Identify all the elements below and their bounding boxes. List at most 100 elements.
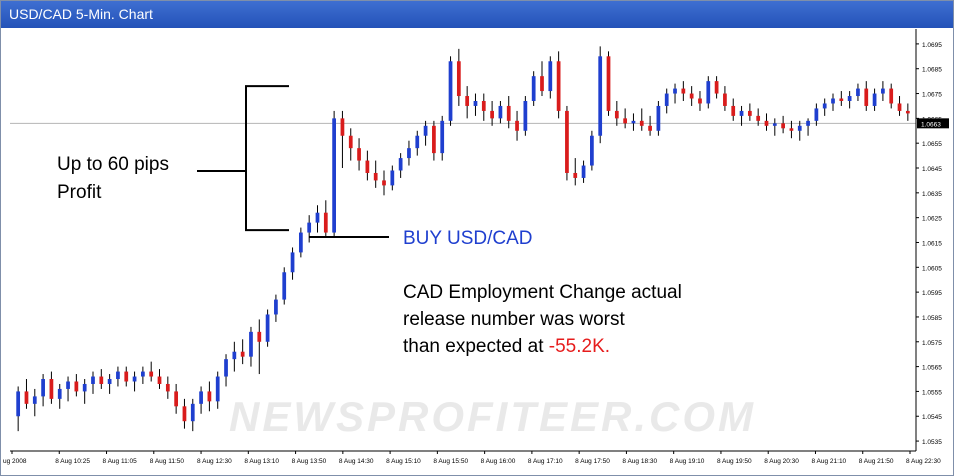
candle-body — [357, 148, 361, 161]
candle-body — [332, 118, 336, 233]
candle-body — [847, 96, 852, 101]
x-tick-label: 8 Aug 13:50 — [292, 458, 327, 465]
y-tick-label: 1.0685 — [922, 67, 942, 74]
candle-body — [831, 98, 835, 104]
x-tick-label: 8 Aug 18:30 — [622, 458, 657, 465]
release-note-line2: release number was worst — [403, 309, 625, 330]
profit-annotation-line2: Profit — [57, 182, 102, 203]
candle-body — [165, 383, 170, 392]
x-tick-label: 8 Aug 21:50 — [859, 458, 894, 465]
candle-body — [99, 376, 104, 384]
x-tick-label: 8 Aug 10:25 — [55, 458, 90, 465]
candle-body — [398, 158, 403, 171]
y-tick-label: 1.0535 — [922, 439, 942, 446]
candle-body — [889, 88, 894, 104]
candle-body — [348, 135, 353, 149]
candle-body — [41, 379, 45, 397]
candle-body — [897, 103, 902, 111]
candle-body — [415, 135, 420, 149]
x-tick-label: 8 Aug 19:50 — [717, 458, 752, 465]
candle-body — [199, 391, 203, 404]
x-tick-label: 8 Aug 19:10 — [670, 458, 705, 465]
candle-body — [124, 371, 129, 382]
x-tick-label: 8 Aug 11:05 — [103, 458, 138, 465]
candle-body — [323, 212, 328, 233]
candle-body — [590, 135, 594, 166]
x-tick-label: 8 Aug 20:30 — [764, 458, 799, 465]
candle-body — [107, 379, 112, 384]
candle-body — [473, 100, 478, 106]
candle-body — [814, 108, 819, 121]
candle-body — [282, 272, 287, 300]
candle-body — [573, 172, 578, 178]
x-tick-label: 8 Aug 22:30 — [906, 458, 941, 465]
candle-body — [506, 105, 511, 121]
x-tick-label: ug 2008 — [3, 458, 27, 465]
candle-body — [456, 61, 461, 97]
candle-body — [116, 371, 120, 380]
candle-body — [298, 232, 303, 253]
y-tick-label: 1.0675 — [922, 92, 942, 99]
x-tick-label: 8 Aug 16:00 — [481, 458, 516, 465]
y-tick-label: 1.0605 — [922, 265, 942, 272]
candle-body — [157, 376, 162, 384]
x-tick-label: 8 Aug 14:30 — [339, 458, 374, 465]
candle-body — [382, 180, 386, 186]
candle-body — [365, 160, 370, 173]
candle-body — [307, 222, 312, 233]
candle-body — [623, 118, 628, 124]
candle-body — [32, 396, 37, 404]
candle-body — [806, 120, 810, 126]
y-tick-label: 1.0585 — [922, 315, 942, 322]
x-tick-label: 8 Aug 17:50 — [575, 458, 610, 465]
candle-body — [224, 359, 228, 377]
candle-body — [423, 125, 428, 136]
candle-body — [257, 331, 262, 342]
candle-body — [639, 120, 644, 126]
y-tick-label: 1.0635 — [922, 191, 942, 198]
y-tick-label: 1.0545 — [922, 414, 942, 421]
candle-body — [764, 120, 769, 126]
candle-body — [448, 61, 453, 121]
candle-body — [440, 120, 445, 154]
candle-body — [747, 110, 752, 116]
x-tick-label: 8 Aug 21:10 — [811, 458, 846, 465]
release-note-text: than expected at — [403, 336, 544, 357]
candle-body — [698, 98, 702, 104]
x-tick-label: 8 Aug 13:10 — [244, 458, 279, 465]
candle-body — [373, 172, 378, 181]
candle-body — [249, 331, 253, 357]
candle-body — [481, 100, 486, 111]
release-note-line1: CAD Employment Change actual — [403, 282, 682, 303]
candle-body — [490, 110, 494, 119]
candle-body — [49, 379, 54, 399]
candle-body — [723, 93, 727, 106]
candle-body — [91, 376, 95, 384]
candle-body — [66, 381, 70, 389]
candle-body — [656, 105, 661, 131]
candle-body — [149, 371, 154, 377]
candle-body — [872, 93, 877, 106]
candle-body — [523, 100, 528, 131]
candle-body — [673, 88, 677, 94]
y-tick-label: 1.0575 — [922, 340, 942, 347]
chart-title: USD/CAD 5-Min. Chart — [9, 6, 153, 22]
buy-annotation: BUY USD/CAD — [403, 228, 533, 249]
y-tick-label: 1.0555 — [922, 389, 942, 396]
candle-body — [232, 351, 237, 360]
profit-annotation: Up to 60 pips Profit — [57, 151, 169, 207]
candle-body — [797, 125, 802, 131]
x-tick-label: 8 Aug 12:30 — [197, 458, 232, 465]
current-price-label: 1.0663 — [921, 121, 941, 128]
candle-body — [739, 110, 744, 116]
candle-body — [548, 61, 553, 92]
candle-body — [290, 252, 295, 273]
candle-body — [731, 105, 736, 116]
candle-body — [789, 128, 794, 131]
release-note-value: -55.2K. — [548, 336, 611, 357]
y-tick-label: 1.0565 — [922, 365, 942, 372]
candle-body — [24, 391, 29, 404]
candle-body — [540, 76, 544, 92]
